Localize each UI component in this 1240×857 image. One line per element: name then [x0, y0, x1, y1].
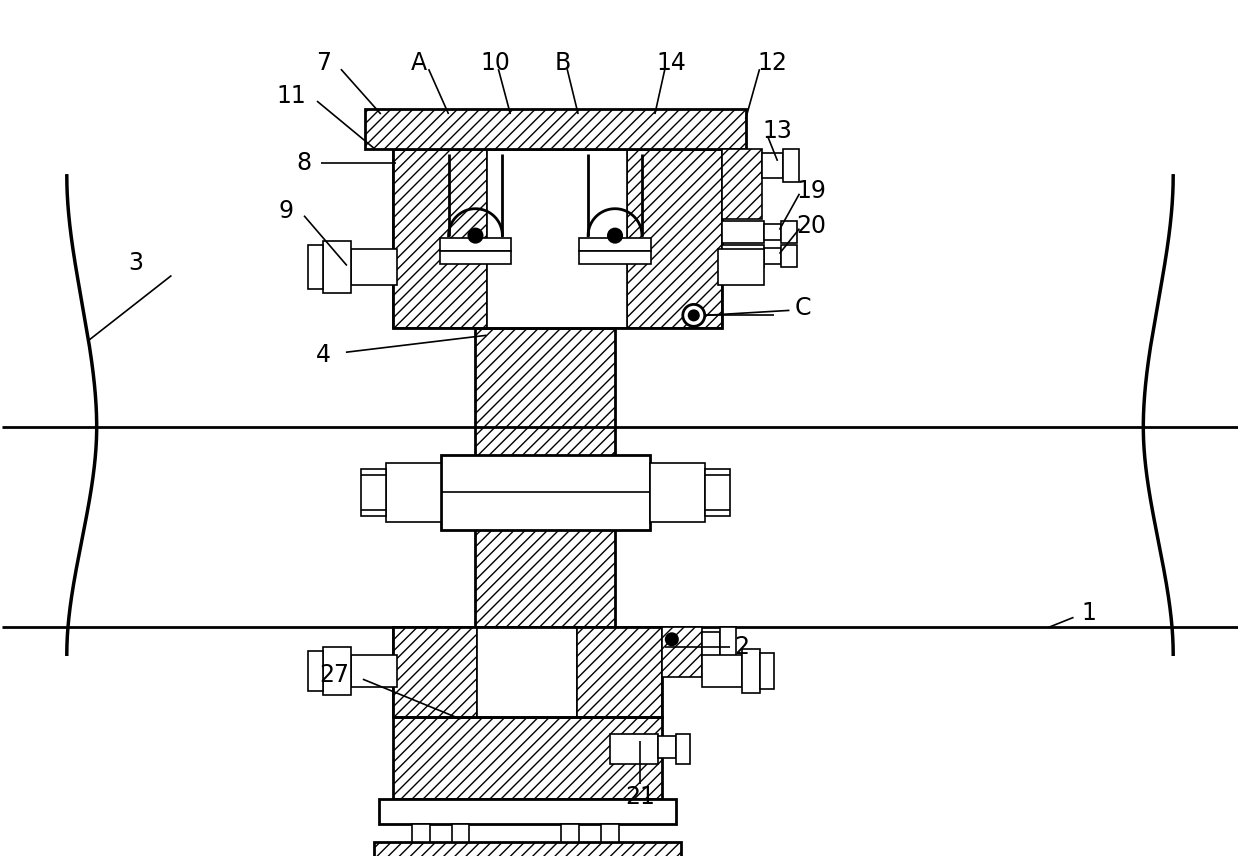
Bar	[676, 734, 689, 764]
Bar	[393, 717, 662, 799]
Bar	[702, 656, 742, 687]
Bar	[627, 149, 722, 328]
Bar	[704, 469, 729, 516]
Bar	[351, 249, 397, 285]
Bar	[781, 244, 797, 267]
Bar	[781, 220, 797, 243]
Bar	[562, 824, 579, 842]
Bar	[412, 824, 429, 842]
Text: 13: 13	[763, 119, 792, 143]
Bar	[451, 824, 470, 842]
Circle shape	[608, 229, 622, 243]
Bar	[487, 149, 627, 328]
Circle shape	[683, 304, 704, 327]
Text: 4: 4	[316, 344, 331, 368]
Bar	[658, 736, 676, 758]
Bar	[361, 469, 386, 516]
Bar	[308, 244, 322, 290]
Bar	[365, 109, 745, 149]
Bar	[719, 627, 735, 662]
Bar	[610, 734, 658, 764]
Bar	[722, 149, 761, 219]
Bar	[322, 241, 351, 293]
Text: 11: 11	[277, 84, 306, 108]
Text: 7: 7	[316, 51, 331, 75]
Text: 20: 20	[796, 213, 826, 237]
Text: 8: 8	[296, 151, 311, 175]
Bar	[579, 250, 651, 264]
Circle shape	[469, 229, 482, 243]
Bar	[351, 656, 397, 687]
Bar	[764, 248, 781, 264]
Bar	[393, 149, 487, 328]
Bar	[477, 627, 577, 717]
Bar	[722, 244, 764, 267]
Text: 14: 14	[657, 51, 687, 75]
Bar	[393, 627, 662, 717]
Bar	[308, 651, 322, 691]
Bar	[760, 653, 774, 689]
Bar	[722, 220, 764, 243]
Bar	[322, 647, 351, 695]
Text: 12: 12	[758, 51, 787, 75]
Text: 2: 2	[734, 635, 749, 659]
Bar	[761, 153, 784, 177]
Bar	[650, 463, 704, 522]
Bar	[475, 328, 615, 639]
Bar	[742, 650, 760, 693]
Circle shape	[666, 633, 678, 645]
Text: 27: 27	[319, 663, 348, 687]
Bar	[764, 224, 781, 240]
Bar	[702, 632, 719, 656]
Text: 3: 3	[129, 250, 144, 274]
Bar	[577, 627, 662, 717]
Bar	[718, 249, 764, 285]
Text: 21: 21	[625, 785, 655, 809]
Text: 1: 1	[1081, 602, 1096, 626]
Bar	[386, 463, 440, 522]
Bar	[393, 627, 477, 717]
Bar	[440, 250, 511, 264]
Bar	[378, 799, 676, 824]
Text: 9: 9	[278, 199, 293, 223]
Bar	[662, 627, 702, 677]
Circle shape	[688, 310, 699, 321]
Bar	[601, 824, 619, 842]
Bar	[440, 237, 511, 250]
Bar	[784, 149, 800, 182]
Text: A: A	[410, 51, 427, 75]
Text: 10: 10	[480, 51, 511, 75]
Bar	[440, 455, 650, 530]
Text: C: C	[794, 297, 811, 321]
Text: B: B	[556, 51, 572, 75]
Bar	[373, 842, 681, 857]
Bar	[579, 237, 651, 250]
Text: 19: 19	[796, 179, 826, 203]
Bar	[393, 149, 722, 328]
